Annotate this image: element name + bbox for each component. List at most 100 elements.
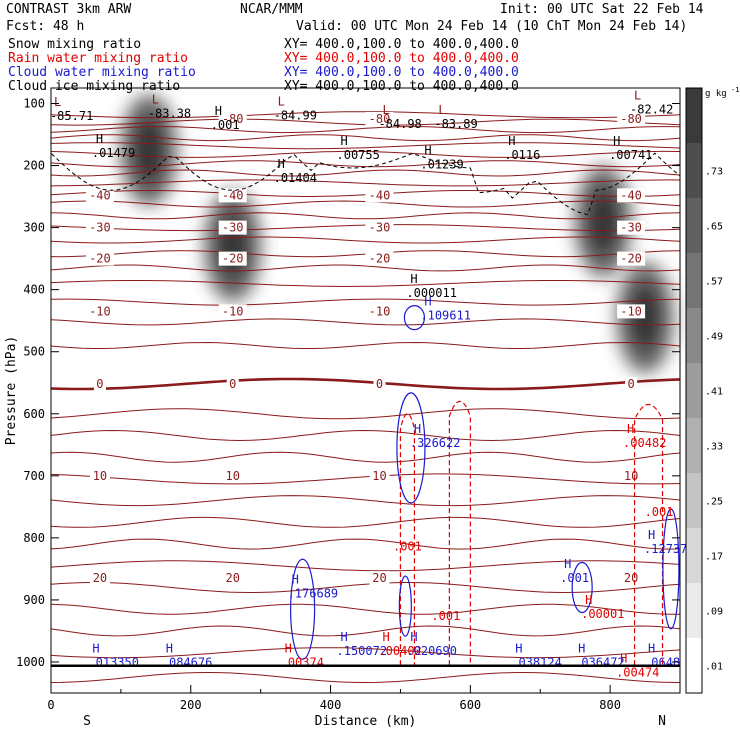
- isotherm: [50, 516, 681, 528]
- isotherm: [50, 429, 681, 442]
- isotherm-label-bg: [369, 468, 390, 483]
- isotherm-zero: [50, 377, 681, 391]
- isotherm-label: -30: [222, 221, 244, 235]
- isotherm: [50, 126, 681, 134]
- isotherm-label-bg: [617, 188, 646, 203]
- isotherm-label-bg: [218, 220, 247, 235]
- rain-contour: [633, 403, 664, 666]
- contour-labels: L-85.71L-83.38L-84.99 L-84.98L-83.89L-82.…: [50, 89, 687, 680]
- extremum-value: .109611: [420, 309, 471, 323]
- isotherm: [50, 298, 681, 306]
- field-xy-cloud-ice: XY= 400.0,100.0 to 400.0,400.0: [284, 79, 519, 94]
- isotherm-label: -80: [620, 112, 642, 126]
- low-marker: L: [438, 103, 445, 117]
- left-end-label: S: [83, 714, 91, 729]
- isotherm-label: -40: [620, 188, 642, 202]
- isotherm: [50, 169, 681, 177]
- high-marker: H: [382, 630, 389, 644]
- isotherm-label-bg: [85, 251, 114, 266]
- isotherm: [50, 318, 681, 326]
- isotherm: [50, 625, 681, 637]
- colorbar: .73 .65 .57 .49 .41 .33 .25 .17 .09 .01 g kg -1: [685, 86, 739, 694]
- extremum-value: .001: [560, 571, 589, 585]
- isotherm: [50, 264, 681, 272]
- high-marker: H: [278, 157, 285, 171]
- extremum-value: .000011: [406, 286, 457, 300]
- extremum-value: .326622: [410, 436, 461, 450]
- colorbar-segment: [686, 418, 702, 473]
- isotherm-label-bg: [85, 304, 114, 319]
- extremum-value: .00482: [623, 436, 666, 450]
- snow-core: [591, 193, 616, 250]
- high-marker: H: [341, 630, 348, 644]
- isotherm-label-bg: [85, 188, 114, 203]
- high-marker: H: [410, 272, 417, 286]
- isotherm: [50, 236, 681, 244]
- isotherm: [50, 134, 681, 142]
- cloud-water-contour: [403, 304, 426, 331]
- forecast-hour: Fcst: 48 h: [6, 19, 85, 34]
- extremum-value: .01479: [92, 146, 135, 160]
- colorbar-segment: [686, 583, 702, 638]
- isotherm: [50, 111, 681, 119]
- y-tick-label: 500: [23, 345, 45, 359]
- isotherm: [50, 538, 681, 550]
- extremum-value: .0116: [504, 148, 540, 162]
- isotherm-label-bg: [365, 112, 394, 127]
- colorbar-level: .33: [705, 442, 723, 453]
- isotherm-label-bg: [365, 304, 394, 319]
- extremum-value: .00755: [337, 148, 380, 162]
- isotherm: [50, 212, 681, 220]
- plot-frame: [50, 87, 681, 694]
- colorbar-level: .65: [705, 222, 723, 233]
- isotherm-label: -10: [222, 304, 244, 318]
- colorbar-level: .41: [705, 387, 723, 398]
- y-tick-label: 900: [23, 593, 45, 607]
- colorbar-unit-exponent: -1: [731, 86, 739, 94]
- isotherm-label: 20: [372, 571, 386, 585]
- isotherm: [50, 671, 681, 684]
- extremum-value: .12737: [644, 542, 687, 556]
- field-name-snow: Snow mixing ratio: [8, 37, 142, 52]
- high-marker: H: [92, 642, 99, 656]
- isotherm-label: 20: [225, 571, 239, 585]
- colorbar-segment: [686, 88, 702, 143]
- field-name-cloud-water: Cloud water mixing ratio: [8, 65, 196, 80]
- extremum-value: .00001: [581, 607, 624, 621]
- y-tick-label: 1000: [16, 655, 45, 669]
- low-marker: L: [152, 92, 159, 106]
- isotherm: [50, 647, 681, 659]
- colorbar-segment: [686, 638, 702, 693]
- isotherm: [50, 473, 681, 485]
- extremum-value: .038124: [511, 656, 562, 670]
- isotherm-label: -30: [369, 221, 391, 235]
- isotherm-label-bg: [222, 468, 243, 483]
- snow-shading: [120, 95, 674, 373]
- high-marker: H: [627, 422, 634, 436]
- cloud-water-contour: [662, 508, 680, 630]
- extremum-value: -84.98: [378, 117, 421, 131]
- x-tick-label: 800: [599, 698, 621, 712]
- high-marker: H: [285, 642, 292, 656]
- extremum-value: .01239: [420, 157, 463, 171]
- isotherm-label-bg: [617, 251, 646, 266]
- high-marker: H: [96, 132, 103, 146]
- isotherm-label-bg: [621, 571, 642, 586]
- isotherm-label-bg: [93, 376, 106, 391]
- colorbar-segment: [686, 143, 702, 198]
- isotherm: [50, 451, 681, 463]
- isotherm-label-bg: [218, 251, 247, 266]
- contour-value: .001: [393, 539, 422, 553]
- temperature-contours: -80 -80 -80 -40 -40 -40 -40 -30 -30 -30 -30 -20 -20 -…: [50, 111, 681, 684]
- extremum-value: -85.71: [50, 109, 93, 123]
- cloud-ice-contour: [50, 146, 681, 216]
- isotherm-label: 0: [376, 377, 383, 391]
- isotherm-label-bg: [365, 251, 394, 266]
- y-axis-title: Pressure (hPa): [4, 336, 19, 446]
- isotherm-label: -10: [369, 304, 391, 318]
- field-xy-rain: XY= 400.0,100.0 to 400.0,400.0: [284, 51, 519, 66]
- low-marker: L: [382, 103, 389, 117]
- contour-value: .001: [431, 609, 460, 623]
- colorbar-level: .17: [705, 552, 723, 563]
- low-marker: L: [54, 95, 61, 109]
